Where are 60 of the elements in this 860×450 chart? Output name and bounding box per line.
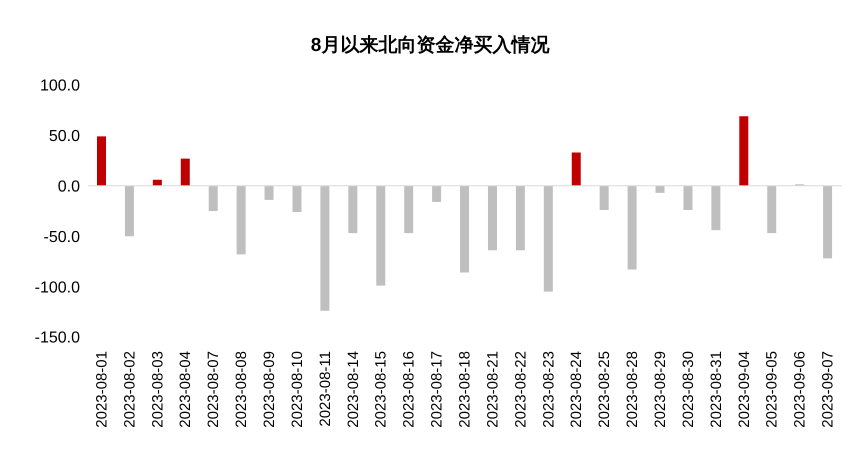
bar	[656, 186, 665, 193]
bar	[348, 186, 358, 234]
x-tick-label: 2023-09-07	[820, 351, 837, 428]
x-tick-label: 2023-08-24	[568, 351, 586, 428]
bar	[432, 186, 442, 202]
x-tick-label: 2023-08-23	[540, 351, 558, 428]
y-tick-label: 50.0	[48, 128, 80, 146]
x-tick-label: 2023-08-29	[652, 351, 669, 428]
x-tick-label: 2023-08-09	[261, 351, 278, 428]
bar	[572, 152, 581, 186]
x-tick-label: 2023-08-31	[708, 351, 725, 428]
bar	[236, 186, 246, 254]
bar	[97, 136, 106, 186]
bar	[767, 186, 776, 234]
x-tick-label: 2023-08-18	[456, 351, 474, 428]
chart-title: 8月以来北向资金净买入情况	[310, 34, 550, 58]
bar	[516, 186, 525, 250]
bar	[124, 186, 134, 236]
bar	[460, 186, 470, 272]
x-tick-label: 2023-08-15	[372, 351, 390, 428]
x-tick-label: 2023-08-01	[93, 351, 110, 428]
x-tick-label: 2023-08-17	[428, 351, 446, 428]
y-tick-label: 0.0	[58, 178, 80, 196]
bar	[152, 180, 162, 186]
y-tick-label: 100.0	[40, 78, 80, 95]
x-tick-label: 2023-08-14	[344, 351, 362, 428]
bar	[739, 116, 748, 186]
bar	[264, 186, 274, 200]
bar	[180, 158, 190, 186]
x-tick-label: 2023-08-25	[596, 351, 614, 428]
bar	[488, 186, 497, 250]
bar	[683, 186, 692, 210]
x-tick-label: 2023-09-06	[792, 351, 809, 428]
x-tick-label: 2023-09-04	[736, 351, 753, 428]
x-tick-label: 2023-08-07	[205, 351, 222, 428]
y-tick-label: -150.0	[34, 330, 80, 347]
x-tick-label: 2023-08-22	[512, 351, 530, 428]
x-tick-label: 2023-08-02	[121, 351, 138, 428]
x-tick-label: 2023-08-08	[233, 351, 250, 428]
bar	[376, 186, 386, 286]
x-tick-label: 2023-08-28	[624, 351, 642, 428]
bar	[320, 186, 330, 311]
bar	[404, 186, 414, 234]
bar	[600, 186, 609, 210]
bar	[208, 186, 218, 211]
bar	[711, 186, 720, 230]
bar	[292, 186, 302, 212]
bar	[628, 186, 637, 270]
bar	[823, 186, 832, 258]
x-tick-label: 2023-08-10	[288, 351, 306, 428]
bar	[544, 186, 553, 292]
x-tick-label: 2023-08-03	[149, 351, 166, 428]
x-tick-label: 2023-08-30	[680, 351, 697, 428]
x-tick-label: 2023-08-11	[316, 351, 334, 427]
y-tick-label: -50.0	[44, 228, 80, 246]
y-tick-label: -100.0	[34, 279, 80, 296]
x-tick-label: 2023-08-21	[484, 351, 502, 428]
x-tick-label: 2023-08-16	[400, 351, 418, 428]
x-tick-label: 2023-09-05	[764, 351, 781, 428]
x-tick-label: 2023-08-04	[177, 351, 194, 428]
